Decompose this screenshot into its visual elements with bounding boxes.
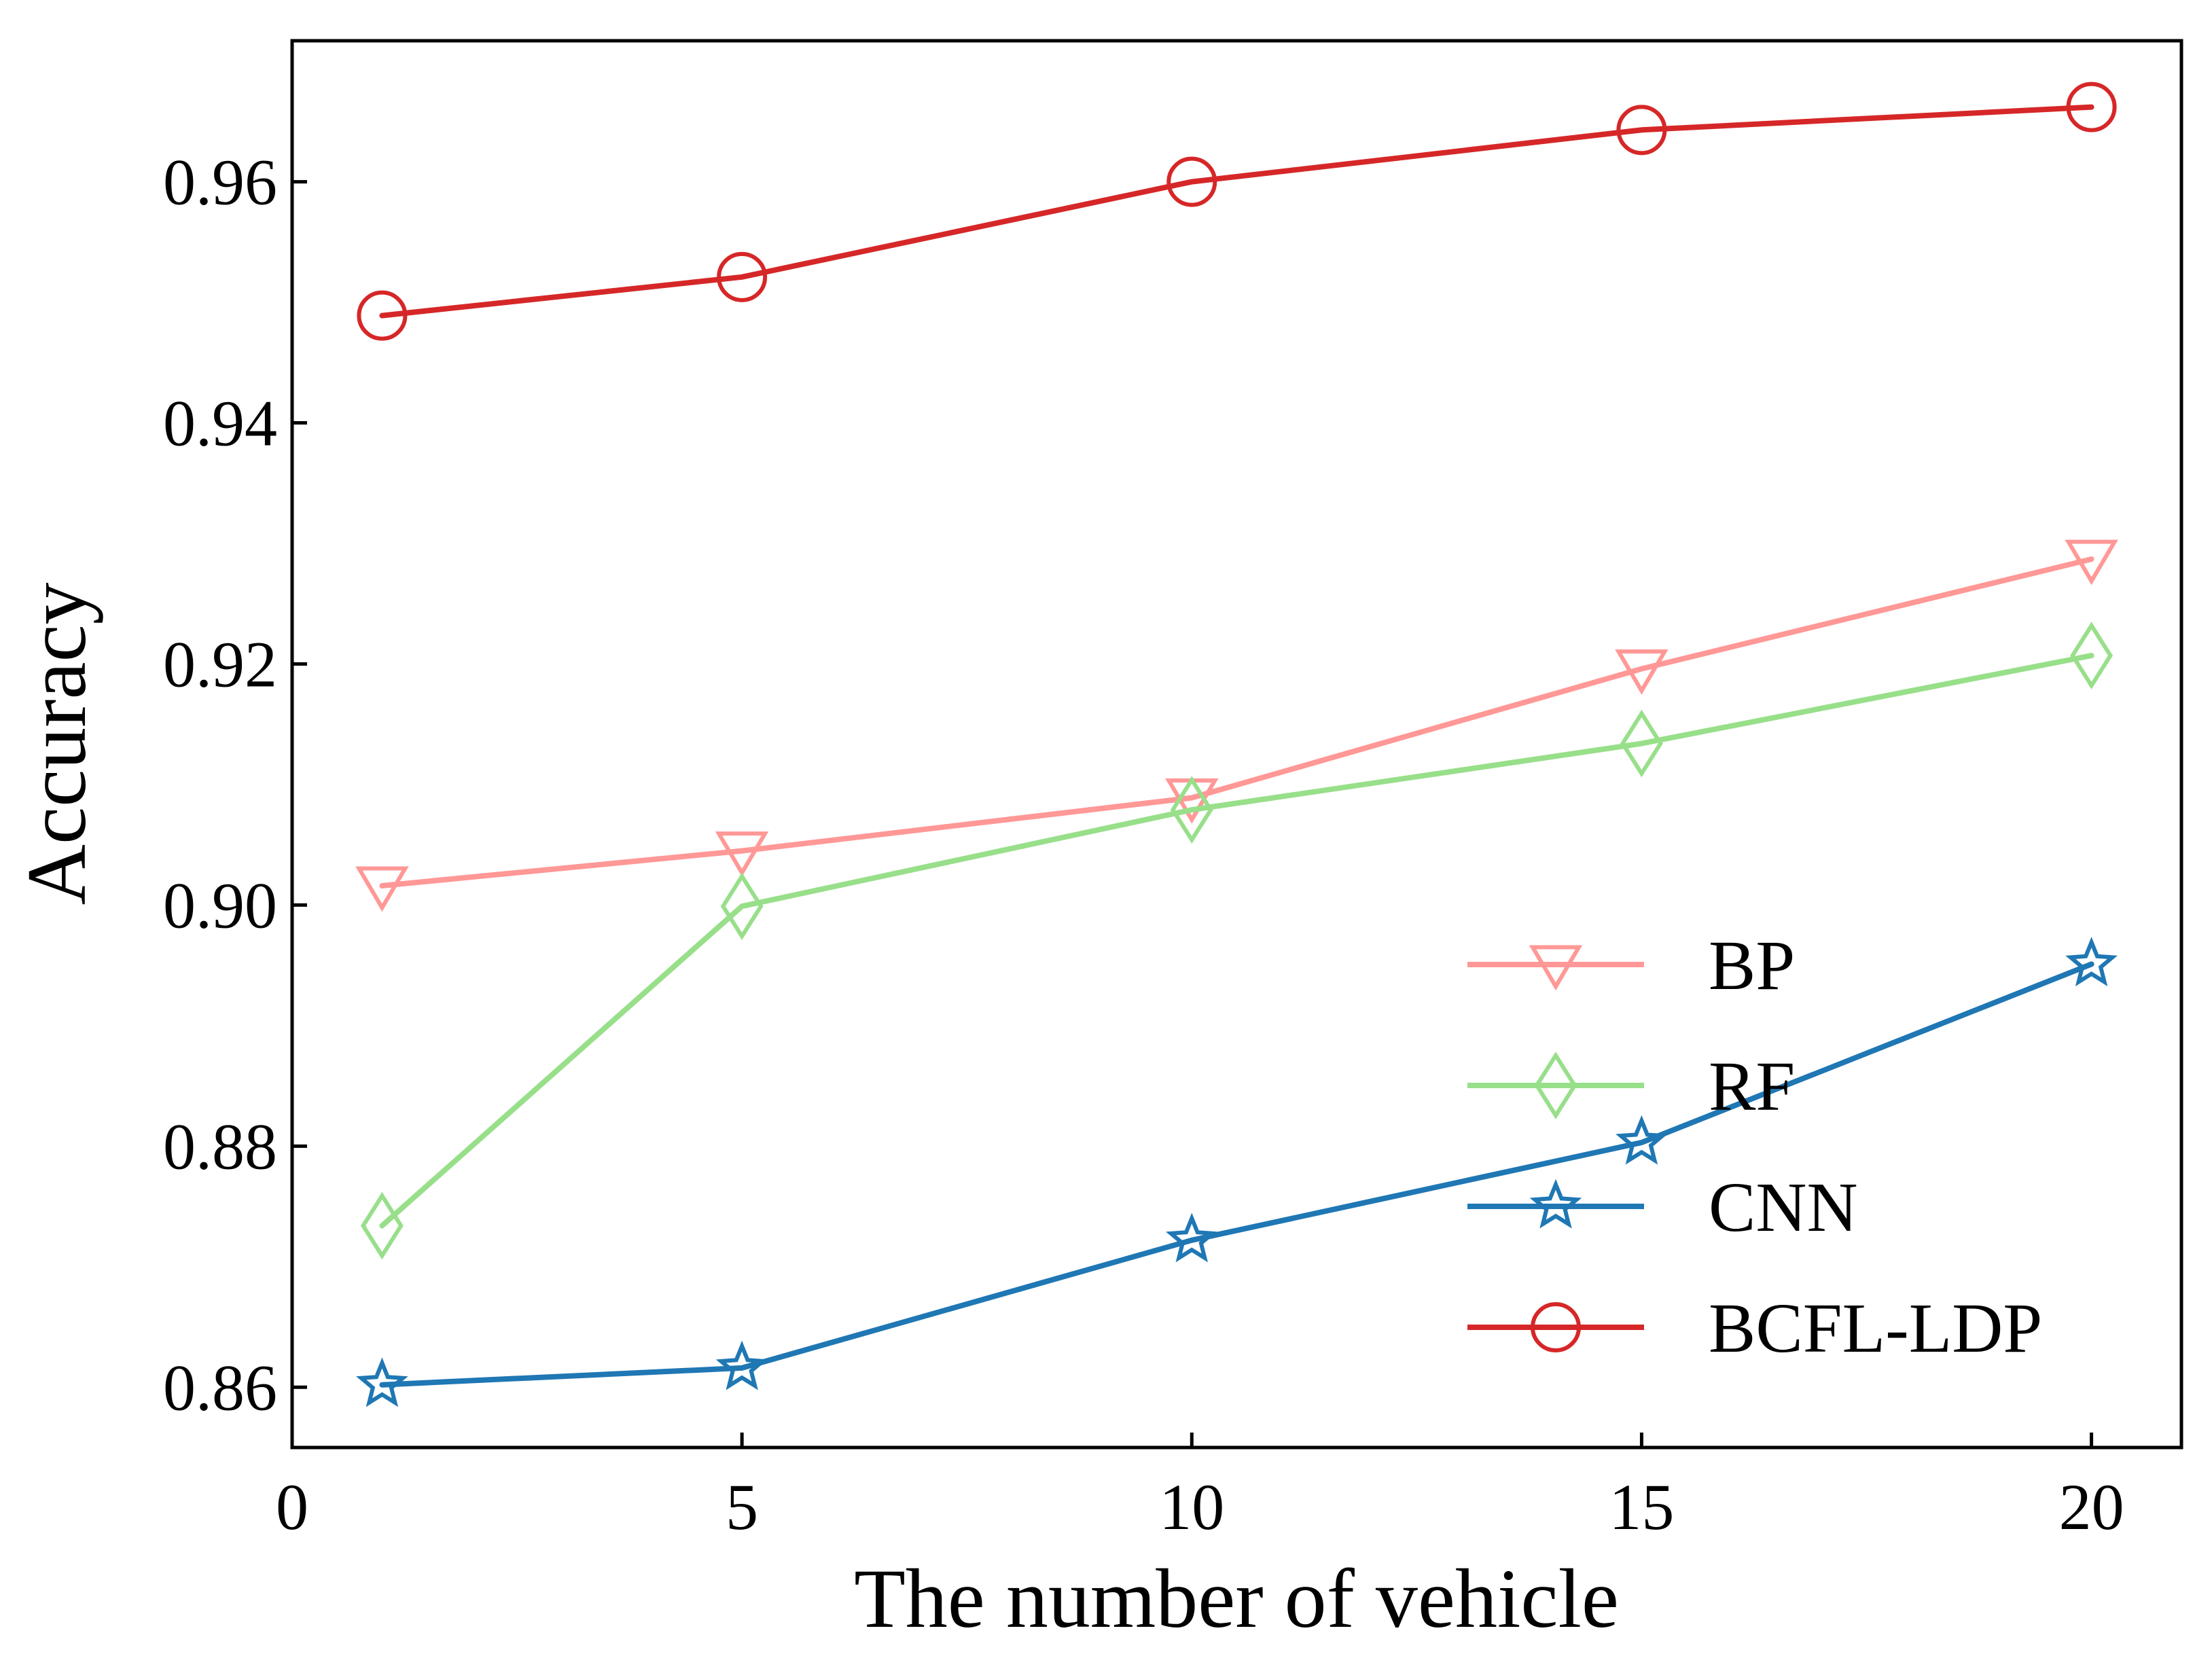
y-tick-label: 0.92 [163,628,277,700]
data-point-bp [355,866,409,912]
x-tick-label: 15 [1609,1471,1674,1543]
x-axis-label: The number of vehicle [854,1552,1619,1645]
y-tick-label: 0.88 [163,1110,277,1183]
data-point-cnn [356,1357,408,1407]
x-tick-label: 10 [1159,1471,1224,1543]
data-point-bcfl-ldp [717,251,768,302]
data-point-bcfl-ldp [357,290,408,341]
data-point-bp [2065,539,2118,586]
y-axis-ticks: 0.86 0.88 0.90 0.92 0.94 0.96 [163,146,307,1424]
series-cnn [356,937,2118,1407]
series-line-bcfl-ldp [379,104,2094,319]
data-point-bp [715,831,769,877]
x-axis-ticks: 0 5 10 15 20 [276,1433,2124,1543]
series-line-cnn [379,961,2094,1388]
data-point-bcfl-ldp [1166,156,1217,207]
x-tick-label: 5 [726,1471,758,1543]
x-tick-label: 20 [2059,1471,2124,1543]
data-point-rf [360,1191,404,1260]
legend-label-bp: BP [1709,927,1795,1005]
series-bp [355,539,2118,912]
legend-label-rf: RF [1709,1047,1795,1126]
data-point-cnn [2065,937,2118,986]
data-point-bcfl-ldp [2066,82,2117,132]
plot-area [355,82,2118,1407]
legend: BP RF CNN BCFL-LDP [1467,927,2042,1367]
data-point-rf [720,872,764,941]
y-tick-label: 0.94 [163,387,277,460]
legend-marker-cnn [1529,1179,1582,1229]
data-point-cnn [1166,1212,1218,1263]
legend-label-bcfl-ldp: BCFL-LDP [1709,1289,2042,1367]
legend-label-cnn: CNN [1709,1168,1858,1246]
legend-marker-rf [1534,1051,1577,1119]
plot-frame [290,39,2183,1450]
x-tick-label: 0 [276,1471,308,1543]
series-line-rf [379,653,2094,1229]
data-point-cnn [1616,1115,1668,1165]
legend-marker-bcfl-ldp [1531,1302,1581,1352]
series-line-bp [379,556,2094,888]
y-tick-label: 0.86 [163,1351,277,1424]
y-tick-label: 0.90 [163,869,277,941]
y-axis-label: Accuracy [10,583,103,905]
data-point-rf [2070,622,2113,689]
series-bcfl-ldp [357,82,2117,341]
data-point-bp [1615,649,1669,695]
data-point-cnn [715,1340,768,1390]
data-point-rf [1170,776,1213,844]
legend-marker-bp [1529,945,1583,991]
series-rf [360,622,2113,1260]
data-point-bcfl-ldp [1616,105,1667,156]
data-point-rf [1620,709,1663,778]
y-tick-label: 0.96 [163,146,277,219]
